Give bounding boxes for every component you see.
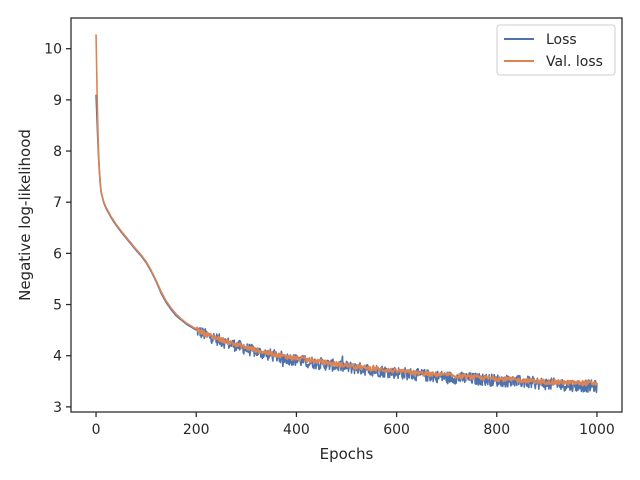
- y-axis-label: Negative log-likelihood: [16, 129, 34, 301]
- y-axis-ticks: 3 4 5 6 7 8 9 10: [44, 42, 71, 416]
- legend-label-loss: Loss: [546, 32, 577, 48]
- series-layer: [95, 34, 598, 394]
- series-loss-line: [95, 94, 598, 394]
- x-tick-label: 800: [483, 422, 510, 438]
- legend: Loss Val. loss: [496, 24, 616, 76]
- series-val-loss-line: [95, 34, 598, 387]
- legend-label-val-loss: Val. loss: [546, 54, 603, 70]
- x-tick-label: 600: [383, 422, 410, 438]
- x-tick-label: 200: [183, 422, 210, 438]
- y-tick-label: 10: [44, 42, 62, 58]
- y-tick-label: 9: [53, 93, 62, 109]
- x-tick-label: 1000: [579, 422, 615, 438]
- x-tick-label: 0: [92, 422, 101, 438]
- y-tick-label: 3: [53, 400, 62, 416]
- y-tick-label: 6: [53, 246, 62, 262]
- x-axis-ticks: 0 200 400 600 800 1000: [92, 412, 615, 438]
- y-tick-label: 8: [53, 144, 62, 160]
- x-axis-label: Epochs: [320, 445, 374, 463]
- plot-frame: [70, 17, 623, 413]
- x-tick-label: 400: [283, 422, 310, 438]
- legend-box: [496, 24, 616, 76]
- y-tick-label: 4: [53, 349, 62, 365]
- y-tick-label: 5: [53, 298, 62, 314]
- y-tick-label: 7: [53, 195, 62, 211]
